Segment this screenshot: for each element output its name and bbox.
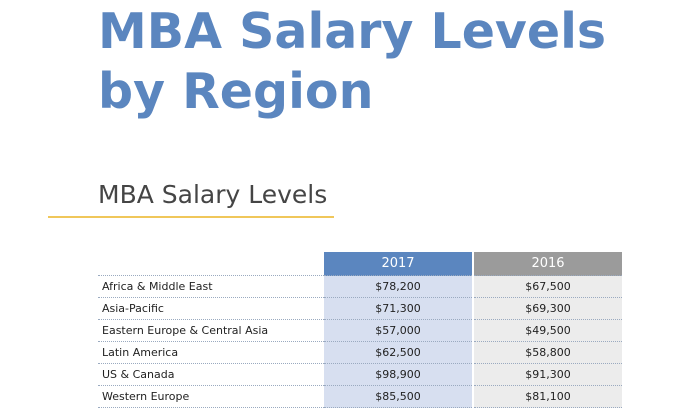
- section-title: MBA Salary Levels: [98, 180, 328, 209]
- region-cell: Africa & Middle East: [98, 275, 324, 298]
- salary-2017-cell: $71,300: [324, 297, 473, 320]
- table-header-row: 2017 2016: [98, 252, 622, 276]
- table-row: Eastern Europe & Central Asia $57,000 $4…: [98, 319, 622, 342]
- salary-2017-cell: $57,000: [324, 319, 473, 342]
- section-underline: [48, 216, 334, 218]
- salary-2016-cell: $67,500: [472, 275, 622, 298]
- salary-2017-cell: $98,900: [324, 363, 473, 386]
- salary-2016-cell: $69,300: [472, 297, 622, 320]
- header-2016: 2016: [472, 252, 622, 276]
- table-row: Africa & Middle East $78,200 $67,500: [98, 275, 622, 298]
- region-cell: Western Europe: [98, 385, 324, 408]
- salary-2017-cell: $62,500: [324, 341, 473, 364]
- salary-2016-cell: $81,100: [472, 385, 622, 408]
- header-2017: 2017: [324, 252, 473, 276]
- region-cell: Latin America: [98, 341, 324, 364]
- salary-2016-cell: $49,500: [472, 319, 622, 342]
- region-cell: US & Canada: [98, 363, 324, 386]
- table-row: US & Canada $98,900 $91,300: [98, 363, 622, 386]
- page-title-line-2: by Region: [98, 63, 374, 120]
- salary-2016-cell: $91,300: [472, 363, 622, 386]
- header-region-blank: [98, 252, 324, 276]
- page-title-line-1: MBA Salary Levels: [98, 3, 607, 60]
- table-row: Latin America $62,500 $58,800: [98, 341, 622, 364]
- region-cell: Asia-Pacific: [98, 297, 324, 320]
- salary-2017-cell: $78,200: [324, 275, 473, 298]
- region-cell: Eastern Europe & Central Asia: [98, 319, 324, 342]
- salary-table: 2017 2016 Africa & Middle East $78,200 $…: [98, 252, 622, 408]
- table-row: Western Europe $85,500 $81,100: [98, 385, 622, 408]
- table-row: Asia-Pacific $71,300 $69,300: [98, 297, 622, 320]
- salary-2016-cell: $58,800: [472, 341, 622, 364]
- salary-2017-cell: $85,500: [324, 385, 473, 408]
- page-title: MBA Salary Levels by Region: [98, 2, 606, 122]
